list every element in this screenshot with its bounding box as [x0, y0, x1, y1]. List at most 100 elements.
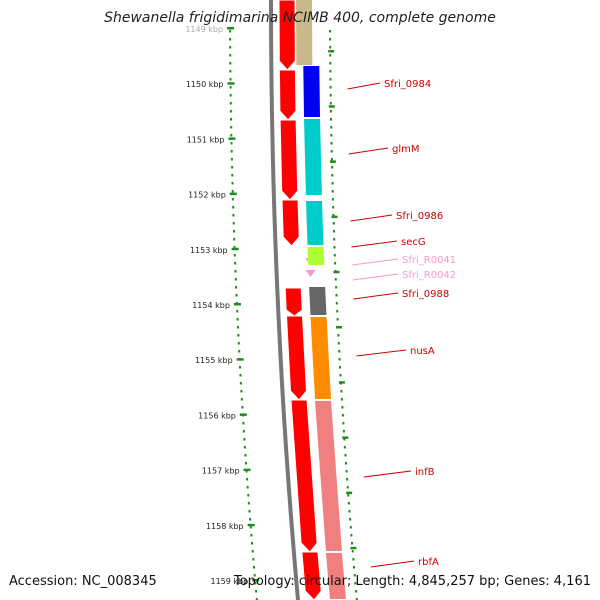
feature-label-leader	[347, 82, 381, 90]
scale-tick-label: 1155 kbp	[195, 356, 233, 365]
dotted-guide-dot	[330, 134, 333, 137]
dotted-guide-dot	[234, 262, 237, 265]
dotted-guide-dot	[229, 78, 232, 81]
dotted-guide-dot	[329, 38, 332, 41]
dotted-guide-dot	[230, 150, 233, 153]
scale-tick-label: 1154 kbp	[192, 301, 230, 310]
dotted-guide-dot	[331, 166, 334, 169]
dotted-guide-dot	[338, 350, 341, 353]
dotted-guide-dot	[235, 286, 238, 289]
dotted-guide-dot	[330, 118, 332, 121]
feature-label-leader	[350, 214, 393, 222]
dotted-guide-dot	[337, 334, 340, 337]
scale-tick-label: 1150 kbp	[186, 80, 224, 89]
dotted-guide-dot	[352, 558, 355, 561]
dotted-guide-dot	[351, 550, 354, 553]
scale-tick: 1154 kbp	[192, 301, 342, 329]
forward-strand-block	[278, 0, 296, 71]
dotted-guide-dot	[238, 350, 241, 353]
dotted-guide-dot	[235, 294, 238, 297]
scale-tick: 1159 kbp	[211, 577, 260, 586]
dotted-guide-dot	[252, 558, 255, 561]
dotted-guide-dot	[329, 86, 332, 89]
scale-tick-label: 1157 kbp	[202, 467, 240, 476]
dotted-guide-dot	[251, 542, 253, 545]
feature-label-leader	[348, 147, 389, 155]
scale-tick-mark	[227, 27, 235, 30]
dotted-guide-dot	[243, 438, 246, 441]
dotted-guide-dot	[237, 342, 240, 345]
dotted-guide-dot	[351, 542, 353, 545]
scale-tick-mark-right	[335, 326, 342, 329]
dotted-guide-dot	[250, 534, 253, 537]
forward-strand-block	[279, 119, 299, 201]
dotted-guide-dot	[348, 510, 351, 513]
scale-tick-mark	[239, 413, 247, 416]
scale-tick: 1152 kbp	[188, 191, 338, 219]
dotted-guide-dot	[329, 30, 332, 33]
dotted-guide-dot	[231, 190, 234, 193]
scale-tick-mark	[233, 303, 241, 306]
dotted-guide-dot	[240, 390, 243, 393]
scale-tick-mark	[231, 247, 239, 251]
feature-label-leader	[353, 292, 399, 300]
dotted-guide-dot	[329, 94, 332, 97]
dotted-guide-dot	[329, 102, 332, 105]
forward-strand-block	[290, 399, 318, 553]
scale-tick-mark	[228, 137, 236, 140]
feature-label-leader	[356, 349, 407, 357]
dotted-guide-dot	[355, 598, 358, 600]
feature-label-leader	[363, 470, 412, 478]
dotted-guide-dot	[330, 142, 333, 145]
dotted-guide-dot	[231, 182, 234, 185]
backbone-line	[269, 0, 300, 600]
scale-tick-mark-right	[331, 215, 338, 219]
scale-tick: 1158 kbp	[206, 522, 357, 550]
dotted-guide-dot	[353, 574, 356, 577]
dotted-guide-dot	[245, 462, 247, 465]
feature-labels: Sfri_0984 glmM Sfri_0986 secG Sfri_R0041 Sfri…	[347, 79, 456, 568]
scale-tick: 1155 kbp	[195, 356, 345, 384]
dotted-guide-dot	[229, 30, 232, 33]
dotted-guide-dot	[229, 54, 232, 57]
scale-tick: 1157 kbp	[202, 467, 353, 495]
dotted-guide-dot	[232, 214, 235, 217]
dotted-guide-dot	[330, 158, 333, 161]
dotted-guide-dot	[336, 310, 339, 313]
feature-block-sfri_0984	[303, 66, 320, 117]
scale-tick-mark-right	[342, 436, 349, 439]
dotted-guide-dot	[329, 46, 332, 49]
feature-label-leader	[351, 240, 398, 248]
dotted-guide-dot	[229, 86, 232, 89]
dotted-guide-dot	[329, 70, 332, 73]
dotted-guide-dot	[249, 518, 252, 521]
dotted-guide-dot	[337, 342, 340, 345]
dotted-guide-dot	[229, 70, 232, 73]
dotted-guide-dot	[331, 182, 334, 185]
dotted-guide-dot	[333, 230, 335, 233]
dotted-guide-dot	[239, 382, 242, 385]
feature-label-rbfa: rbfA	[418, 557, 439, 568]
dotted-guide-dot	[233, 230, 235, 233]
dotted-guide-dot	[329, 62, 332, 65]
scale-tick: 1151 kbp	[187, 135, 336, 163]
scale-tick: 1150 kbp	[186, 80, 335, 108]
scale-tick-mark-right	[328, 50, 335, 53]
feature-block-nusa	[310, 317, 331, 399]
dotted-guide-dot	[241, 406, 244, 409]
dotted-guide-dot	[251, 550, 254, 553]
dotted-guide-dot	[329, 78, 332, 81]
feature-label-nusa: nusA	[410, 346, 435, 357]
dotted-guide-dot	[339, 366, 341, 369]
dotted-guide-dot	[331, 190, 334, 193]
dotted-guide-dot	[339, 374, 342, 377]
feature-label-infb: infB	[415, 467, 435, 478]
scale-tick-mark	[247, 523, 255, 527]
dotted-guide-dot	[330, 126, 333, 129]
dotted-guide-dot	[340, 398, 343, 401]
dotted-guide-dot	[336, 318, 339, 321]
dotted-guide-dot	[246, 478, 249, 481]
dotted-guide-dot	[232, 222, 235, 225]
dotted-guide-dot	[329, 110, 332, 113]
